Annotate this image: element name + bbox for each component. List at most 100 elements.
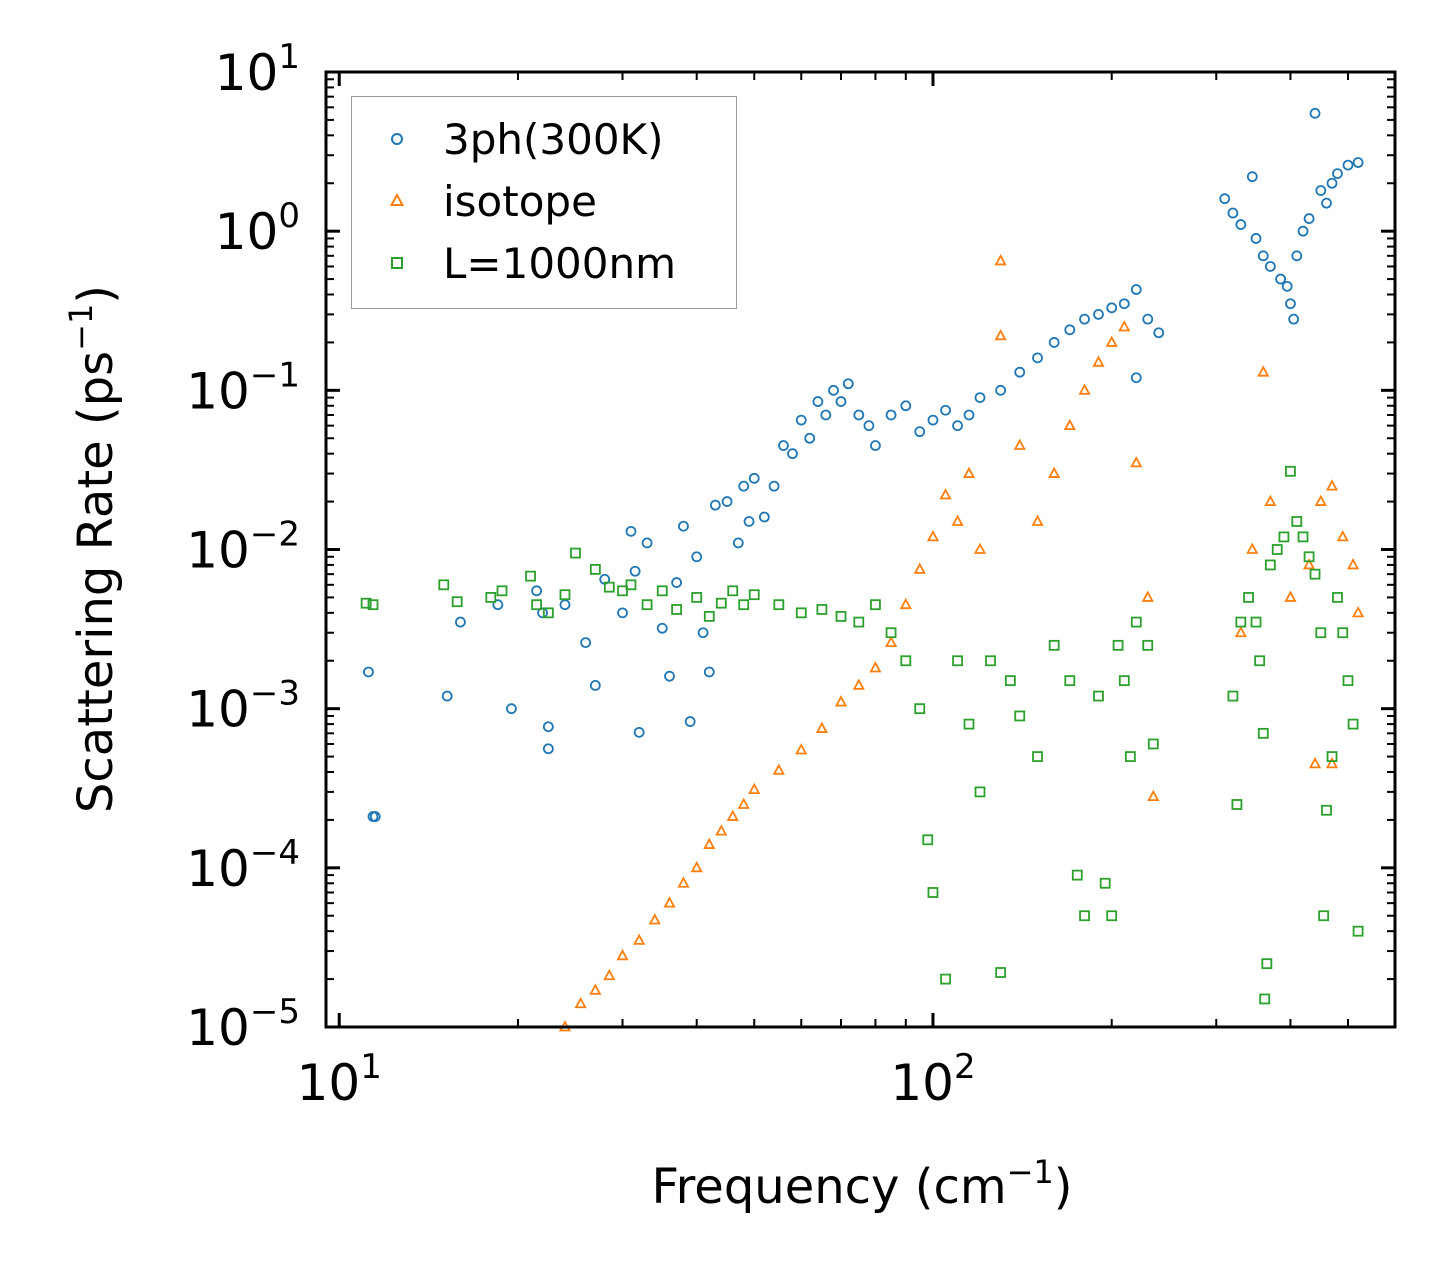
tick-label: 10−4 [186,833,300,898]
data-point [1246,171,1258,183]
data-point [1309,568,1321,580]
axis-ticks [326,70,1396,1029]
data-point [715,824,728,836]
data-point [1219,193,1231,205]
data-point [1347,718,1359,730]
data-point [994,328,1007,341]
data-point [570,547,581,559]
data-point [820,409,832,421]
data-point [1342,159,1354,171]
tick-label: 100 [215,196,300,261]
data-point [870,599,881,611]
tick-label: 10−5 [186,992,300,1057]
data-point [589,680,601,691]
data-point [1257,250,1269,262]
data-point [1130,284,1142,295]
data-point [715,597,727,609]
data-point [1314,494,1327,506]
data-point [951,514,964,526]
data-point [1285,465,1296,477]
data-point [885,409,897,421]
data-point [1092,355,1105,367]
data-point [758,511,770,523]
data-point [691,592,703,603]
data-point [885,627,897,639]
data-point [369,811,381,822]
data-point [1321,197,1332,209]
data-point [1259,993,1271,1005]
data-point [1275,273,1286,285]
data-point [1264,494,1277,506]
data-point [995,384,1007,396]
data-point [703,666,715,678]
data-point [671,604,682,615]
data-point [648,913,661,925]
data-point [863,420,875,432]
data-point [1261,958,1273,970]
data-point [732,537,744,549]
data-point [1264,559,1276,571]
data-point [748,589,760,601]
data-point [1141,590,1154,602]
data-point [633,726,645,738]
circle-marker-icon [391,133,403,145]
data-point [1326,751,1338,762]
series-2 [360,465,1364,1005]
data-point [542,721,554,733]
data-point [853,409,865,421]
series-0 [363,107,1364,822]
data-point [1071,869,1083,881]
data-point [1147,789,1160,802]
data-point [772,763,785,775]
data-point [773,599,785,611]
data-point [1032,352,1043,364]
data-point [974,392,986,404]
data-point [940,973,951,985]
legend-item-3ph: 3ph(300K) [352,109,736,169]
data-point [900,655,912,667]
data-point [1332,168,1343,179]
data-point [1004,675,1016,687]
data-point [1048,337,1060,348]
data-point [1147,738,1159,750]
data-point [1118,298,1130,310]
data-point [927,887,939,898]
data-point [1079,910,1090,922]
data-point [1048,466,1061,478]
data-point [1064,675,1076,687]
data-point [974,786,986,798]
data-point [1124,751,1136,762]
data-point [852,678,865,690]
tick-label: 101 [215,37,300,102]
data-point [671,577,682,588]
data-point [842,378,854,390]
data-point [738,599,750,611]
data-point [737,797,750,809]
data-point [994,254,1007,266]
data-point [721,496,733,507]
data-point [1130,372,1142,384]
data-point [656,622,668,634]
data-point [748,782,761,795]
data-point [1351,605,1365,618]
data-point [633,933,646,945]
data-point [1315,185,1327,196]
data-point [1243,592,1254,603]
data-point [900,400,912,412]
data-point [589,983,602,995]
data-point [1309,107,1321,119]
data-point [617,607,628,619]
tick-label: 102 [890,1047,975,1112]
data-point [641,599,653,611]
data-point [1246,542,1259,554]
data-point [926,530,940,542]
data-point [697,627,709,639]
data-point [1142,313,1154,325]
data-point [1321,804,1332,816]
data-point [1271,544,1283,555]
data-point [1284,590,1297,602]
data-point [963,718,975,730]
data-point [727,585,739,597]
data-point [1227,207,1239,219]
data-point [1288,313,1300,325]
